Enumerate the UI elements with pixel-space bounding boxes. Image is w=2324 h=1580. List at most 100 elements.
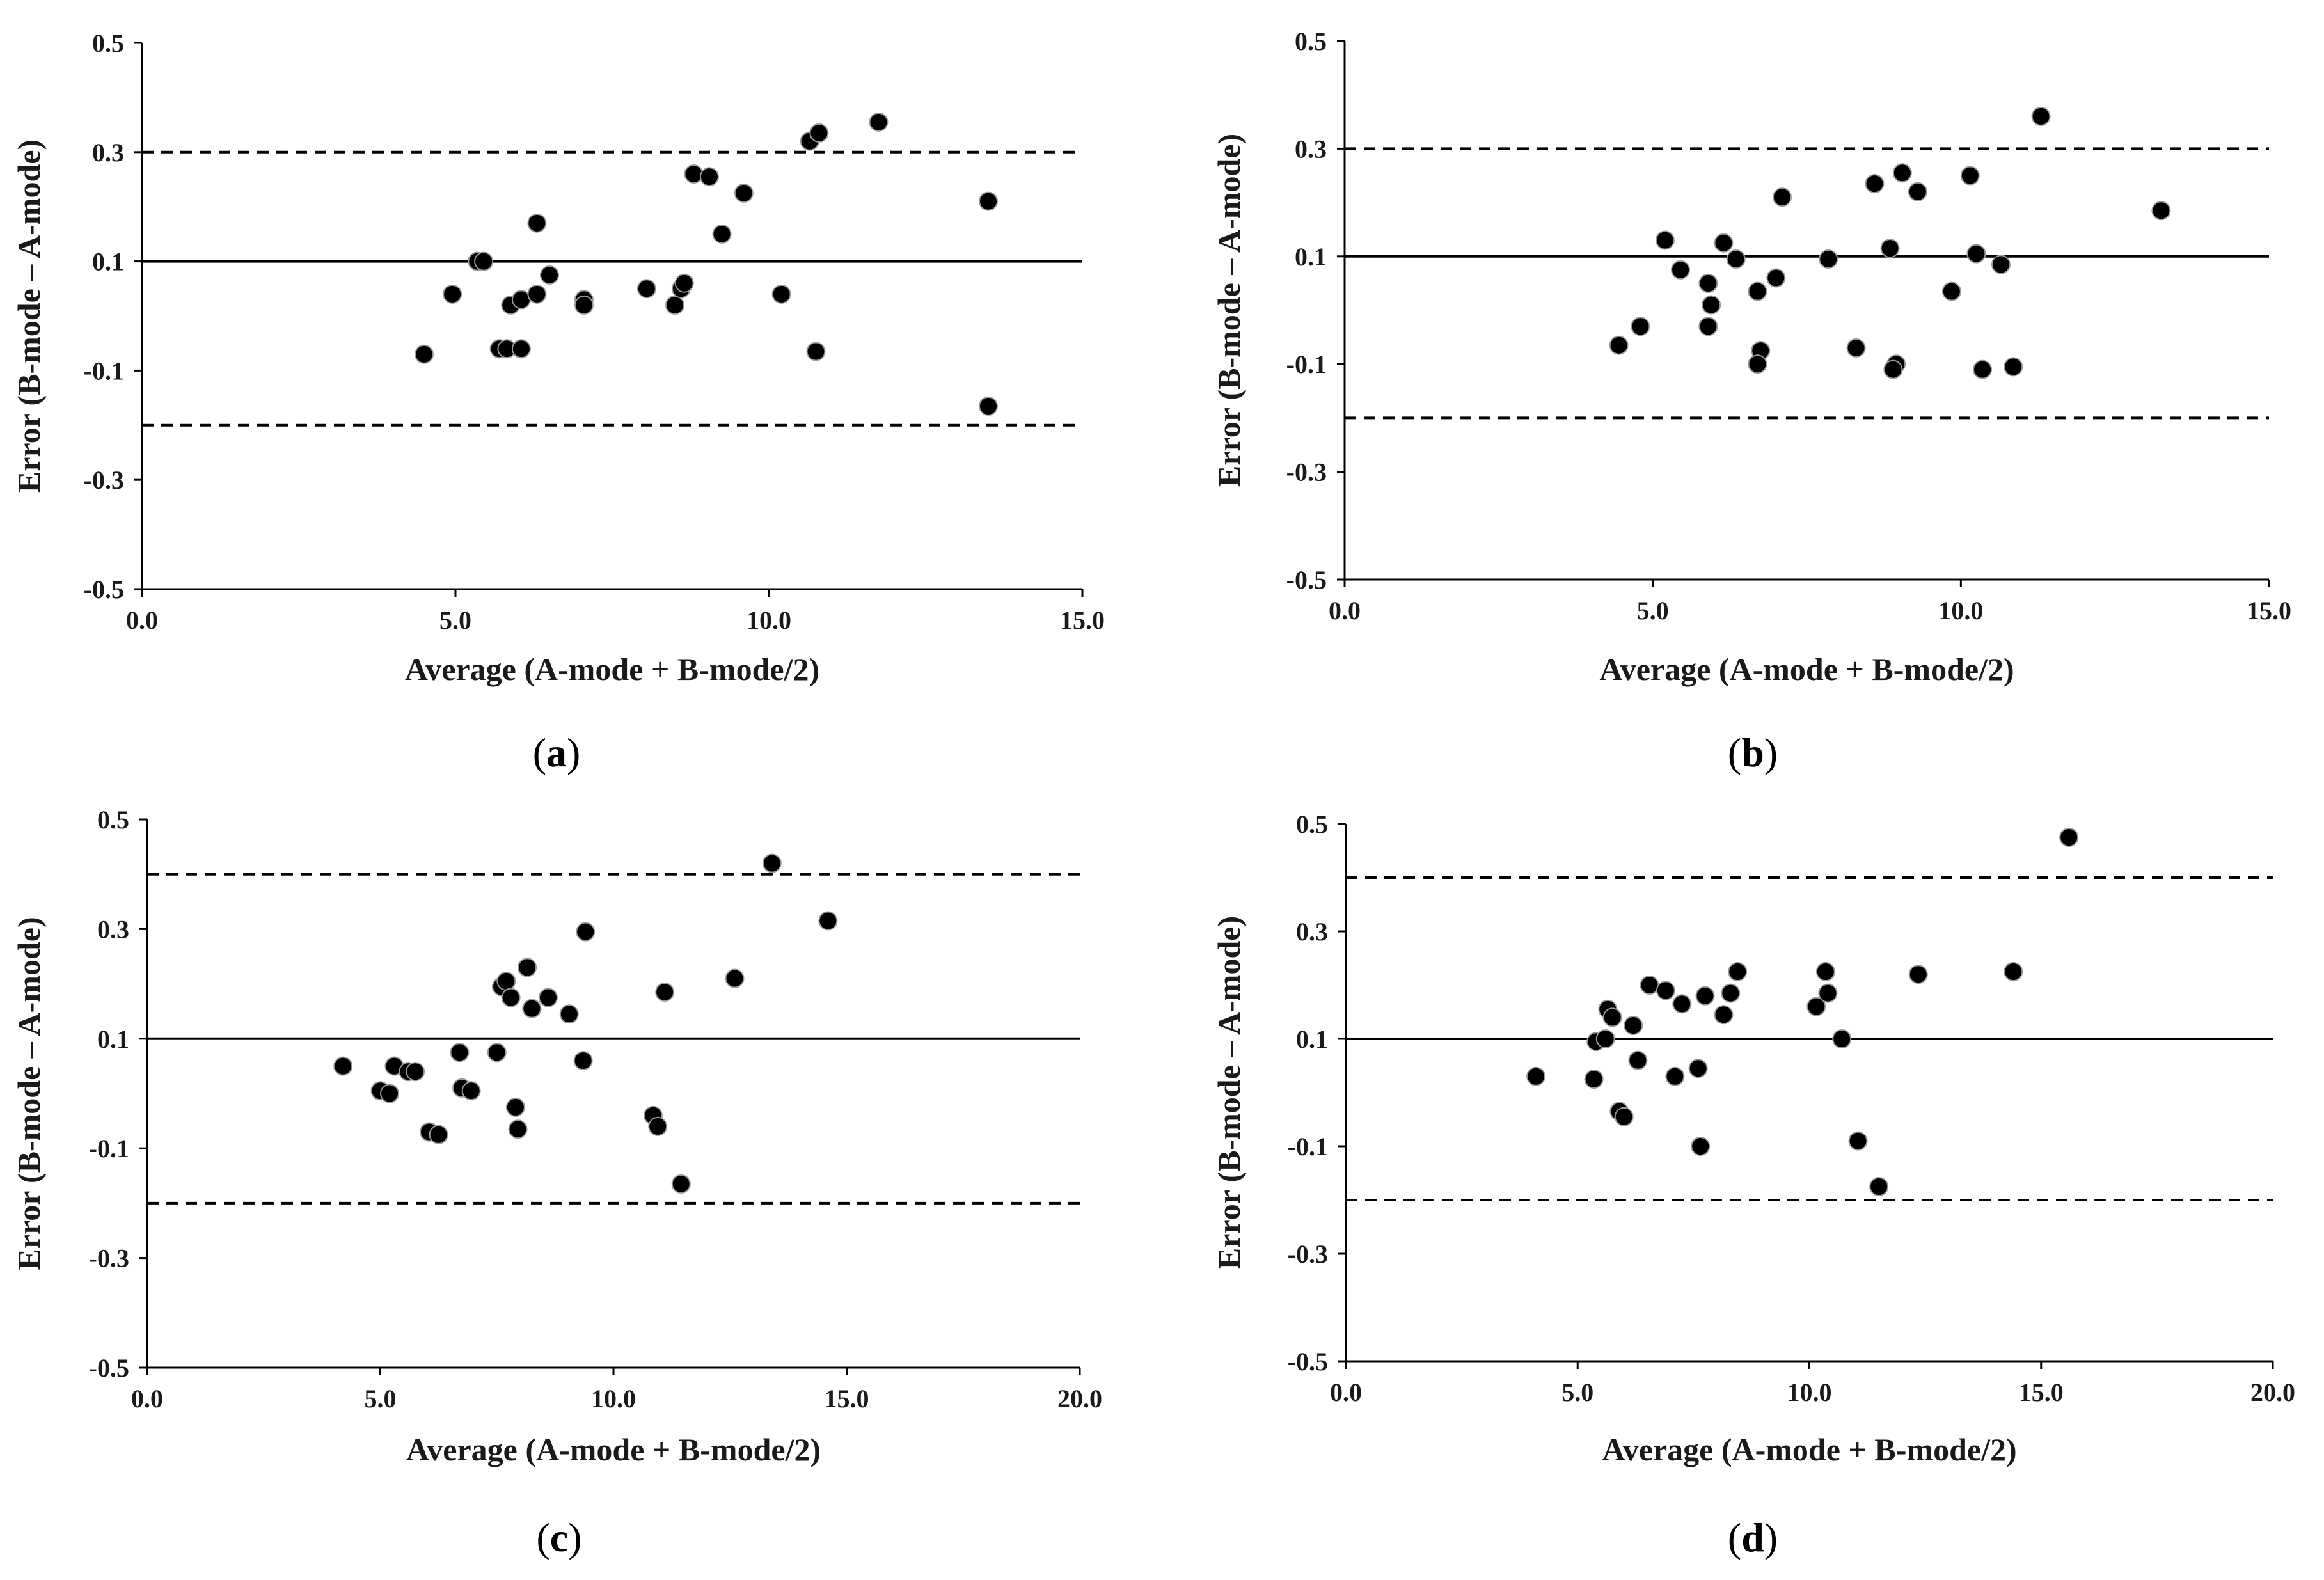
data-point [1941,281,1961,301]
data-point [1748,354,1767,374]
data-point [1973,359,1993,379]
y-tick-label: -0.1 [89,1134,129,1163]
data-point [415,344,434,364]
y-tick-label: 0.3 [97,915,129,944]
x-tick-label: 10.0 [1938,596,1983,625]
panel-caption-letter: c [550,1515,568,1560]
x-tick-label: 20.0 [2250,1378,2295,1407]
data-point [674,273,694,293]
data-point [1602,1007,1622,1027]
data-point [1819,249,1838,269]
data-point [1665,1066,1685,1086]
data-point [576,922,596,942]
data-point [684,164,704,184]
data-point [1991,255,2011,274]
data-point [2004,962,2023,981]
y-tick-label: 0.3 [92,138,124,167]
data-point [1672,994,1692,1014]
data-point [671,1174,691,1194]
data-point [1883,359,1903,379]
data-point [538,988,558,1007]
data-point [636,279,656,299]
y-axis-title: Error (B-mode – A-mode) [11,139,47,493]
x-tick-label: 10.0 [591,1384,636,1413]
data-point [1526,1066,1546,1086]
data-point [1695,986,1715,1006]
data-point [501,988,521,1007]
x-axis-title: Average (A-mode + B-mode/2) [406,1432,821,1467]
data-point [655,982,675,1002]
y-tick-label: -0.5 [84,575,124,604]
x-tick-label: 5.0 [439,606,471,635]
y-tick-label: 0.5 [1296,810,1328,839]
data-point [1908,182,1927,201]
data-point [1628,1050,1648,1070]
x-tick-label: 20.0 [1057,1384,1102,1413]
data-point [771,284,791,304]
data-point [1609,335,1629,355]
data-point [2059,828,2079,847]
y-tick-label: -0.3 [1288,1240,1328,1268]
x-axis-title: Average (A-mode + B-mode/2) [1599,651,2014,687]
x-tick-label: 15.0 [1060,606,1105,635]
y-axis-title: Error (B-mode – A-mode) [1211,134,1247,487]
y-tick-label: 0.3 [1296,917,1328,946]
data-point [665,295,684,315]
y-tick-label: -0.5 [1286,565,1327,594]
data-point [734,183,754,203]
chart-panel-b: -0.5 -0.3 -0.1 0.1 0.3 0.5 0.0 5.0 10.0 15.0 Error… [1211,27,2291,775]
data-point [1702,295,1721,315]
x-axis-title: Average (A-mode + B-mode/2) [405,651,819,687]
data-point [869,112,889,132]
data-point [818,911,838,931]
panel-caption: (a) [533,730,581,775]
data-point [1728,962,1748,981]
data-point [1748,281,1767,301]
data-point [518,958,537,977]
data-point [505,1097,525,1117]
y-tick-label: -0.5 [89,1354,129,1382]
panel-caption: (d) [1728,1515,1778,1560]
data-point [1832,1029,1852,1048]
x-tick-label: 10.0 [747,606,791,635]
data-point [1714,233,1734,253]
data-point [1691,1137,1711,1156]
y-tick-label: -0.3 [84,466,124,494]
data-point [1721,983,1741,1003]
x-tick-label: 0.0 [126,606,158,635]
data-point [461,1081,481,1101]
data-point [1815,962,1835,981]
data-point [2004,357,2023,377]
x-tick-label: 5.0 [1561,1378,1593,1407]
data-point [1865,174,1885,194]
data-point [1655,230,1675,250]
data-point [1688,1059,1708,1078]
panel-caption-letter: a [546,730,567,775]
x-tick-label: 5.0 [365,1384,397,1413]
data-point [443,284,462,304]
y-tick-label: 0.1 [97,1025,129,1054]
panel-caption-letter: b [1741,730,1764,775]
data-point [1584,1070,1604,1089]
data-point [1595,1029,1615,1048]
y-tick-label: -0.1 [1288,1132,1328,1161]
data-point [429,1125,448,1144]
x-tick-label: 0.0 [1330,1378,1362,1407]
data-point [450,1043,470,1063]
x-tick-label: 0.0 [131,1384,163,1413]
data-point [1880,239,1900,258]
data-point [806,342,826,361]
data-point [496,971,516,991]
y-axis-title: Error (B-mode – A-mode) [11,917,47,1270]
x-tick-label: 15.0 [2019,1378,2064,1407]
data-point [648,1116,668,1136]
panel-caption-letter: d [1741,1515,1764,1560]
y-tick-label: -0.1 [84,356,124,385]
chart-panel-d: -0.5 -0.3 -0.1 0.1 0.3 0.5 0.0 5.0 10.0 15.0 20.0 E… [1211,810,2295,1560]
data-point [573,1051,593,1071]
data-point [1766,268,1786,288]
x-tick-label: 15.0 [825,1384,869,1413]
data-point [1640,976,1659,995]
data-point [380,1084,400,1103]
data-point [979,396,998,416]
